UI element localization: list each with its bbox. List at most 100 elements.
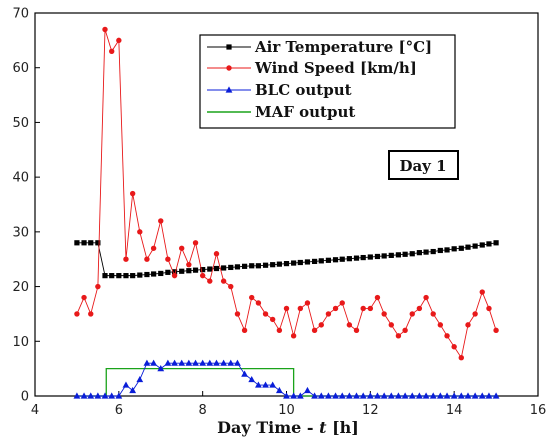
x-tick-label: 6 xyxy=(115,403,123,418)
air-temperature-point xyxy=(353,255,360,261)
y-tick-label: 60 xyxy=(12,61,29,76)
blc-output-point xyxy=(192,359,199,366)
blc-output-point xyxy=(220,359,228,366)
air-temperature-point xyxy=(249,263,255,269)
blc-output-point xyxy=(366,392,374,399)
blc-output-point xyxy=(290,392,298,399)
blc-output-point xyxy=(332,392,339,399)
air-temperature-point xyxy=(465,244,471,250)
y-tick-label: 30 xyxy=(12,225,29,240)
air-temperature-point xyxy=(479,242,485,248)
wind-speed-point xyxy=(381,311,387,317)
x-tick-label: 14 xyxy=(446,403,463,418)
blc-output-point xyxy=(150,359,158,366)
blc-output-point xyxy=(485,392,493,399)
air-temperature-point xyxy=(346,256,352,262)
wind-speed-point xyxy=(186,261,192,268)
blc-output-point xyxy=(234,359,241,366)
air-temperature-point xyxy=(332,257,339,263)
air-temperature-point xyxy=(228,264,234,271)
blc-output-point xyxy=(283,392,290,399)
wind-speed-point xyxy=(192,240,199,246)
wind-speed-point xyxy=(171,272,178,279)
wind-speed-point xyxy=(472,311,478,317)
legend-item-air-temperature: Air Temperature [°C] xyxy=(207,38,432,56)
wind-speed-point xyxy=(88,311,94,317)
x-tick-label: 8 xyxy=(199,403,207,418)
legend-label: Wind Speed [km/h] xyxy=(254,59,417,77)
legend-label: MAF output xyxy=(255,103,355,121)
air-temperature-point xyxy=(186,268,192,274)
wind-speed-point xyxy=(249,294,255,301)
air-temperature-series xyxy=(74,240,499,279)
air-temperature-point xyxy=(137,272,143,278)
legend-swatch-marker xyxy=(225,86,233,93)
wind-speed-point xyxy=(360,305,366,312)
legend-item-maf-output: MAF output xyxy=(207,103,355,121)
air-temperature-point xyxy=(276,261,282,267)
x-tick-label: 16 xyxy=(530,403,547,418)
blc-output-point xyxy=(345,392,353,399)
wind-speed-point xyxy=(486,305,492,312)
blc-output-point xyxy=(241,370,248,377)
wind-speed-point xyxy=(318,322,324,328)
y-tick-label: 70 xyxy=(12,7,29,22)
legend-label: Air Temperature [°C] xyxy=(254,38,432,56)
wind-speed-point xyxy=(353,327,360,334)
blc-output-point xyxy=(296,392,304,399)
blc-output-point xyxy=(199,359,207,366)
wind-speed-point xyxy=(199,272,206,279)
wind-speed-point xyxy=(129,190,136,197)
blc-output-point xyxy=(129,386,137,394)
blc-output-point xyxy=(157,365,165,372)
wind-speed-point xyxy=(150,245,157,251)
blc-output-point xyxy=(262,381,269,388)
air-temperature-point xyxy=(381,253,387,259)
wind-speed-point xyxy=(137,229,143,235)
blc-output-series xyxy=(73,359,500,399)
air-temperature-point xyxy=(486,241,492,247)
wind-speed-point xyxy=(451,344,457,350)
blc-output-point xyxy=(311,392,318,399)
air-temperature-point xyxy=(255,263,262,269)
blc-output-point xyxy=(275,386,283,394)
wind-speed-point xyxy=(493,327,499,334)
wind-speed-point xyxy=(290,333,297,339)
x-axis-title-prefix: Day Time - xyxy=(217,418,319,437)
air-temperature-point xyxy=(95,240,101,246)
air-temperature-point xyxy=(325,257,332,263)
wind-speed-point xyxy=(255,300,262,306)
wind-speed-point xyxy=(423,294,429,301)
legend-swatch-marker xyxy=(226,65,232,71)
air-temperature-point xyxy=(179,268,185,274)
wind-speed-point xyxy=(395,333,402,339)
wind-speed-series xyxy=(74,26,499,361)
wind-speed-point xyxy=(367,305,374,312)
wind-speed-point xyxy=(109,48,115,54)
blc-output-point xyxy=(178,359,186,366)
blc-output-point xyxy=(73,392,81,399)
wind-speed-point xyxy=(304,300,311,306)
blc-output-point xyxy=(185,359,193,366)
wind-speed-point xyxy=(102,26,108,33)
blc-output-point xyxy=(374,392,381,399)
air-temperature-point xyxy=(200,267,206,273)
wind-speed-point xyxy=(458,355,464,361)
air-temperature-point xyxy=(144,271,150,278)
y-tick-label: 20 xyxy=(12,280,29,295)
legend-items: Air Temperature [°C] Wind Speed [km/h] BLC… xyxy=(207,38,432,121)
day-annotation-text: Day 1 xyxy=(399,157,446,175)
air-temperature-point xyxy=(339,256,345,262)
air-temperature-point xyxy=(311,258,318,265)
blc-output-point xyxy=(164,359,172,366)
wind-speed-point xyxy=(123,256,129,262)
air-temperature-point xyxy=(388,252,394,258)
air-temperature-point xyxy=(283,260,290,267)
wind-speed-point xyxy=(269,316,276,323)
air-temperature-point xyxy=(165,269,171,275)
wind-speed-point xyxy=(262,311,269,317)
wind-speed-point xyxy=(234,311,241,317)
blc-output-point xyxy=(325,392,332,399)
air-temperature-point xyxy=(81,240,87,246)
blc-output-point xyxy=(171,359,178,366)
